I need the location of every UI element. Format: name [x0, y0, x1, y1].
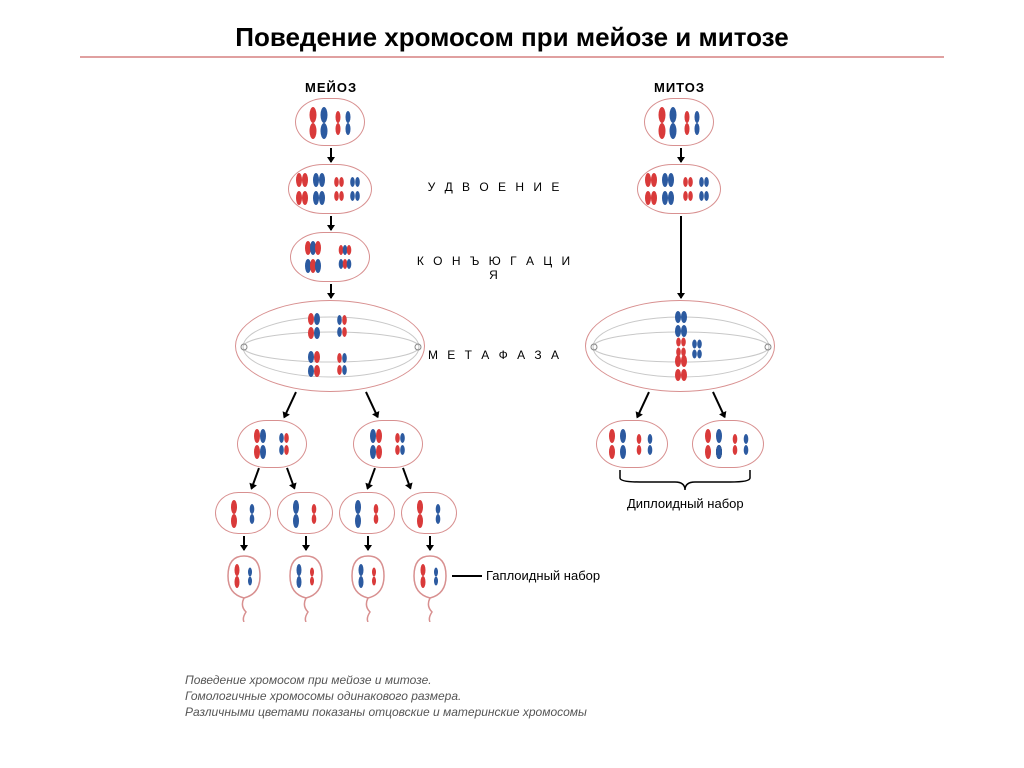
mitosis-header: МИТОЗ — [654, 80, 705, 95]
arrow-icon — [712, 392, 725, 418]
arrow-icon — [283, 392, 296, 418]
diploid-chrom-icon — [693, 421, 765, 469]
arrow-icon — [330, 284, 332, 298]
arrow-icon — [636, 392, 649, 418]
arrow-icon — [330, 148, 332, 162]
page-title: Поведение хромосом при мейозе и митозе — [0, 22, 1024, 53]
metaphase-spindle-icon — [586, 301, 776, 393]
duplicated-chromosomes-icon — [289, 165, 373, 215]
meiosis-secondary-cell-left — [237, 420, 307, 468]
mitosis-daughter-right — [692, 420, 764, 468]
stage-metaphase: М Е Т А Ф А З А — [425, 348, 565, 362]
metaphase-spindle-icon — [236, 301, 426, 393]
haploid-chrom-icon — [278, 493, 334, 535]
gamete-icon — [344, 552, 392, 622]
meiosis-duplication-cell — [288, 164, 372, 214]
conjugation-chromosomes-icon — [291, 233, 371, 283]
gamete-icon — [406, 552, 454, 622]
brace-icon — [610, 470, 760, 495]
mitosis-duplication-cell — [637, 164, 721, 214]
meiosis-haploid-cell — [339, 492, 395, 534]
arrow-icon — [367, 468, 376, 489]
arrow-icon — [680, 148, 682, 162]
meiosis-conjugation-cell — [290, 232, 370, 282]
mitosis-metaphase-cell — [585, 300, 775, 392]
haploid-label: Гаплоидный набор — [486, 568, 600, 583]
arrow-icon — [251, 468, 260, 489]
title-underline — [80, 56, 944, 58]
arrow-icon — [305, 536, 307, 550]
stage-conjugation: К О Н Ъ Ю Г А Ц И Я — [410, 254, 580, 282]
arrow-icon — [330, 216, 332, 230]
haploid-chrom-icon — [340, 493, 396, 535]
arrow-icon — [286, 468, 295, 489]
arrow-icon — [367, 536, 369, 550]
initial-chromosomes-icon — [645, 99, 715, 147]
meiosis-secondary-cell-right — [353, 420, 423, 468]
secondary-chrom-icon — [354, 421, 424, 469]
gamete-icon — [282, 552, 330, 622]
meiosis-haploid-cell — [401, 492, 457, 534]
mitosis-daughter-left — [596, 420, 668, 468]
meiosis-haploid-cell — [215, 492, 271, 534]
label-line — [452, 575, 482, 577]
meiosis-haploid-cell — [277, 492, 333, 534]
duplicated-chromosomes-icon — [638, 165, 722, 215]
caption-line-1: Поведение хромосом при мейозе и митозе. — [185, 672, 432, 689]
arrow-icon — [243, 536, 245, 550]
initial-chromosomes-icon — [296, 99, 366, 147]
caption-line-3: Различными цветами показаны отцовские и … — [185, 704, 587, 721]
meiosis-header: МЕЙОЗ — [305, 80, 357, 95]
mitosis-initial-cell — [644, 98, 714, 146]
haploid-chrom-icon — [402, 493, 458, 535]
haploid-chrom-icon — [216, 493, 272, 535]
secondary-chrom-icon — [238, 421, 308, 469]
arrow-icon — [365, 392, 378, 418]
arrow-icon — [429, 536, 431, 550]
gamete-icon — [220, 552, 268, 622]
arrow-icon — [402, 468, 411, 489]
diploid-label: Диплоидный набор — [627, 496, 744, 511]
meiosis-metaphase-cell — [235, 300, 425, 392]
caption-line-2: Гомологичные хромосомы одинакового разме… — [185, 688, 461, 705]
diploid-chrom-icon — [597, 421, 669, 469]
stage-duplication: У Д В О Е Н И Е — [420, 180, 570, 194]
arrow-icon — [680, 216, 682, 298]
meiosis-initial-cell — [295, 98, 365, 146]
